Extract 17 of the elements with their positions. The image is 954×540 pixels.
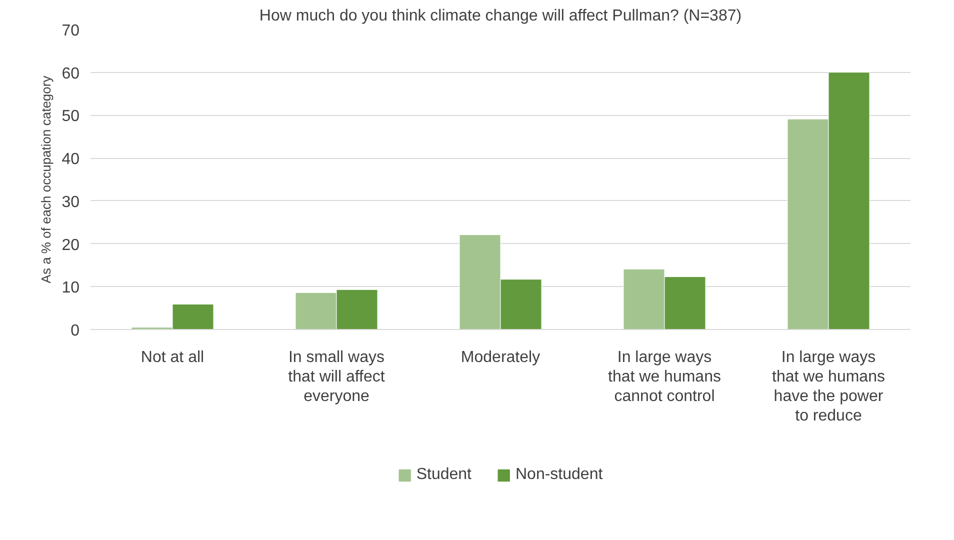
y-tick-label: 0: [70, 322, 80, 340]
x-tick-label: In large ways that we humans have the power to reduce: [772, 349, 885, 425]
legend-label: Non-student: [515, 466, 603, 484]
x-tick-label: In small ways that will affect everyone: [288, 349, 386, 406]
y-axis-title: As a % of each occupation category: [38, 75, 54, 284]
x-tick-label: In large ways that we humans cannot control: [608, 349, 721, 406]
y-tick-label: 30: [62, 194, 80, 211]
legend-label: Student: [416, 466, 472, 484]
y-tick-label: 20: [62, 236, 80, 254]
x-tick-label: Moderately: [460, 349, 540, 366]
y-tick-label: 40: [62, 151, 80, 168]
y-tick-label: 70: [62, 22, 80, 40]
y-tick-label: 60: [62, 65, 80, 82]
x-tick-label: Not at all: [140, 349, 204, 366]
y-tick-label: 10: [62, 280, 80, 297]
y-tick-label: 50: [62, 108, 80, 126]
chart-title: How much do you think climate change will affect Pullman? (N=387): [259, 8, 742, 24]
